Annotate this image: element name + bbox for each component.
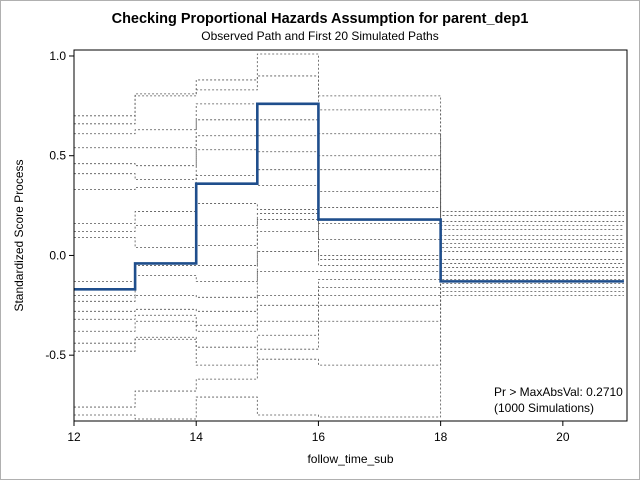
- simulated-path-7: [74, 175, 624, 240]
- simulated-path-18: [74, 286, 624, 366]
- simulated-path-6: [74, 149, 624, 236]
- y-tick-label: -0.5: [45, 348, 66, 362]
- simulated-path-11: [74, 231, 624, 282]
- y-tick-label: 0.5: [49, 149, 66, 163]
- x-tick-label: 14: [190, 430, 204, 444]
- chart-subtitle: Observed Path and First 20 Simulated Pat…: [201, 29, 439, 43]
- x-tick-label: 20: [556, 430, 570, 444]
- annotation-pvalue: Pr > MaxAbsVal: 0.2710: [494, 385, 623, 399]
- x-axis-ticks: 12 14 16 18 20: [67, 421, 570, 444]
- simulated-path-4: [74, 119, 624, 226]
- y-axis-label: Standardized Score Process: [12, 159, 26, 311]
- observed-path-line: [74, 102, 624, 291]
- y-axis-ticks: -0.5 0.0 0.5 1.0: [45, 49, 74, 362]
- simulated-path-10: [74, 219, 624, 256]
- simulated-path-8: [74, 203, 624, 244]
- chart-title: Checking Proportional Hazards Assumption…: [111, 11, 529, 27]
- x-tick-label: 12: [67, 430, 81, 444]
- simulated-path-13: [74, 267, 624, 302]
- plot-area-border: [73, 49, 628, 422]
- simulated-paths: [74, 53, 624, 420]
- observed-path: [74, 102, 624, 291]
- x-axis-label: follow_time_sub: [307, 452, 393, 466]
- simulated-path-3: [74, 103, 624, 222]
- simulated-path-2: [74, 75, 624, 216]
- simulated-path-15: [74, 274, 624, 326]
- x-tick-label: 18: [434, 430, 448, 444]
- annotation-simulations: (1000 Simulations): [494, 401, 594, 415]
- simulated-path-20: [74, 294, 624, 420]
- x-tick-label: 16: [312, 430, 326, 444]
- y-tick-label: 0.0: [49, 248, 66, 262]
- y-tick-label: 1.0: [49, 49, 66, 63]
- simulated-path-5: [74, 135, 624, 230]
- simulated-path-12: [74, 251, 624, 296]
- simulated-path-17: [74, 282, 624, 348]
